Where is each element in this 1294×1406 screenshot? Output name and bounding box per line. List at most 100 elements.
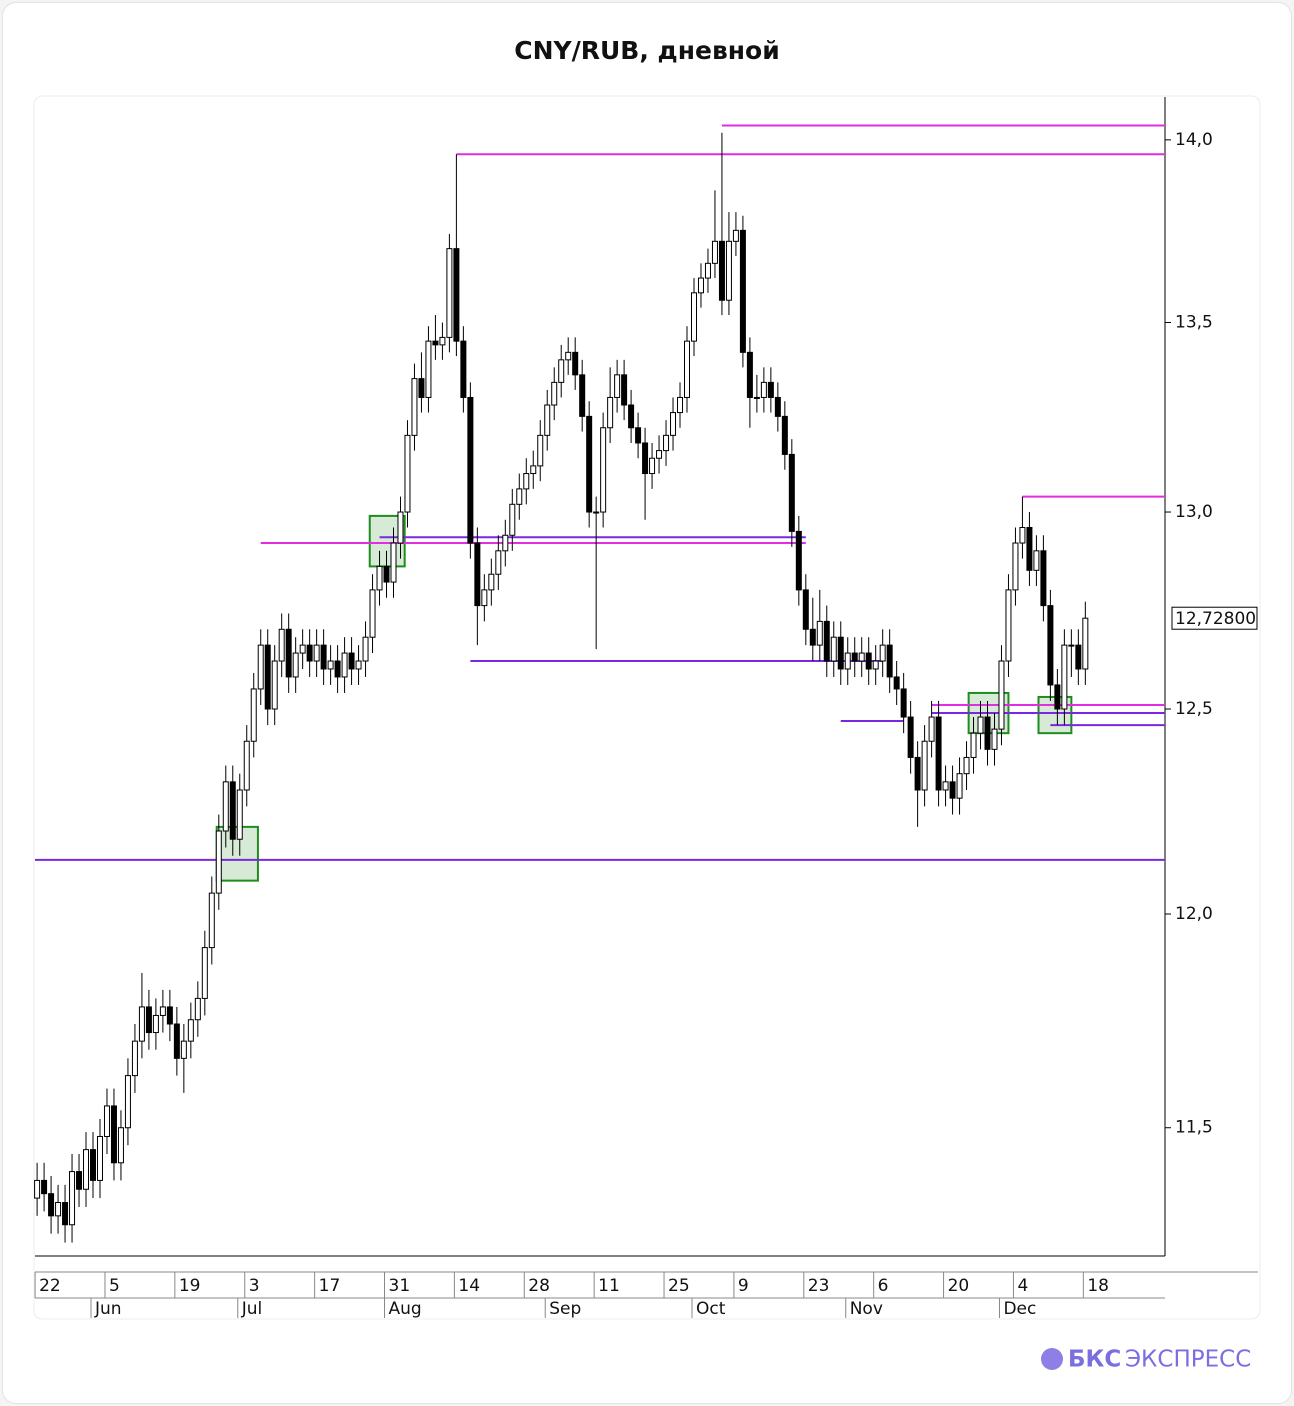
candle-body xyxy=(1019,527,1026,544)
candle-body xyxy=(376,565,383,591)
candle-body xyxy=(236,789,243,840)
candle-body xyxy=(677,396,684,414)
candle-body xyxy=(41,1179,48,1195)
candle-body xyxy=(984,716,991,750)
candle-body xyxy=(704,262,711,279)
candle-body xyxy=(551,381,558,406)
candle-body xyxy=(425,340,432,398)
candle-body xyxy=(907,716,914,758)
x-tick-label: 18 xyxy=(1087,1276,1109,1296)
candle-body xyxy=(90,1149,97,1181)
candle-body xyxy=(830,636,837,662)
candle-body xyxy=(138,1006,145,1042)
candle-body xyxy=(488,573,495,591)
candle-body xyxy=(711,240,718,264)
candle-body xyxy=(851,652,858,662)
candle-body xyxy=(159,1006,166,1016)
candle-body xyxy=(306,644,313,662)
zone xyxy=(215,825,259,882)
candle-body xyxy=(1054,684,1061,710)
candle-body xyxy=(963,756,970,775)
candle-body xyxy=(201,947,208,999)
candle-body xyxy=(285,628,292,678)
candle-body xyxy=(628,404,635,429)
month-label: Dec xyxy=(1003,1299,1036,1319)
candle-body xyxy=(320,644,327,670)
candle-body xyxy=(690,292,697,342)
candle-body xyxy=(257,644,264,690)
candle-body xyxy=(614,374,621,398)
month-label: Jul xyxy=(241,1299,263,1319)
candle-body xyxy=(334,660,341,678)
y-tick-label: 12,0 xyxy=(1175,904,1213,924)
candle-body xyxy=(837,636,844,670)
candle-body xyxy=(418,378,425,398)
candle-body xyxy=(208,892,215,949)
candle-body xyxy=(390,542,397,583)
candle-body xyxy=(1082,617,1089,670)
candle-body xyxy=(809,628,816,646)
candle-body xyxy=(229,781,236,840)
candle-body xyxy=(649,457,656,475)
candle-body xyxy=(795,530,802,591)
candle-body xyxy=(1005,589,1012,662)
candle-body xyxy=(76,1171,83,1190)
candle-body xyxy=(684,340,691,398)
chart-title: CNY/RUB, дневной xyxy=(514,36,780,65)
candle-body xyxy=(516,488,523,505)
candle-body xyxy=(816,620,823,646)
candle-body xyxy=(586,415,593,513)
candle-body xyxy=(753,396,760,399)
candle-body xyxy=(530,465,537,475)
candle-body xyxy=(327,660,334,670)
x-tick-label: 28 xyxy=(528,1276,550,1296)
candle-body xyxy=(593,511,600,514)
candle-body xyxy=(474,542,481,607)
brand-rest: ЭКСПРЕСС xyxy=(1125,1347,1251,1373)
candle-body xyxy=(823,620,830,662)
candle-body xyxy=(725,240,732,301)
candle-body xyxy=(131,1040,138,1077)
last-price-box xyxy=(1171,606,1258,630)
candle-body xyxy=(565,351,572,361)
candle-body xyxy=(467,396,474,544)
y-tick-label: 12,5 xyxy=(1175,699,1213,719)
candle-body xyxy=(697,277,704,294)
candle-body xyxy=(124,1075,131,1129)
candle-body xyxy=(110,1105,117,1164)
x-tick-label: 19 xyxy=(179,1276,201,1296)
candle-body xyxy=(83,1149,90,1190)
x-tick-label: 4 xyxy=(1017,1276,1028,1296)
month-label: Sep xyxy=(549,1299,581,1319)
x-tick-label: 22 xyxy=(39,1276,61,1296)
y-tick-label: 14,0 xyxy=(1175,130,1213,150)
candle-body xyxy=(369,589,376,638)
candle-body xyxy=(48,1193,55,1217)
candle-body xyxy=(404,434,411,513)
candle-body xyxy=(355,660,362,670)
candle-body xyxy=(635,427,642,444)
candle-body xyxy=(1033,550,1040,571)
candle-body xyxy=(572,351,579,376)
candle-body xyxy=(55,1202,62,1217)
y-tick-label: 11,5 xyxy=(1175,1118,1213,1138)
candle-body xyxy=(215,830,222,894)
x-tick-label: 11 xyxy=(598,1276,620,1296)
y-tick-label: 13,0 xyxy=(1175,502,1213,522)
candle-body xyxy=(844,652,851,670)
candle-body xyxy=(292,652,299,678)
candle-body xyxy=(1068,644,1075,647)
candle-body xyxy=(1012,542,1019,591)
candle-body xyxy=(893,676,900,690)
candle-body xyxy=(600,427,607,513)
candle-body xyxy=(670,412,677,436)
candle-body xyxy=(453,248,460,342)
x-tick-label: 23 xyxy=(808,1276,830,1296)
candle-body xyxy=(642,442,649,475)
candle-body xyxy=(481,589,488,607)
candle-body xyxy=(558,359,565,383)
month-label: Jun xyxy=(94,1299,122,1319)
candle-body xyxy=(411,378,418,436)
candle-body xyxy=(383,565,390,583)
